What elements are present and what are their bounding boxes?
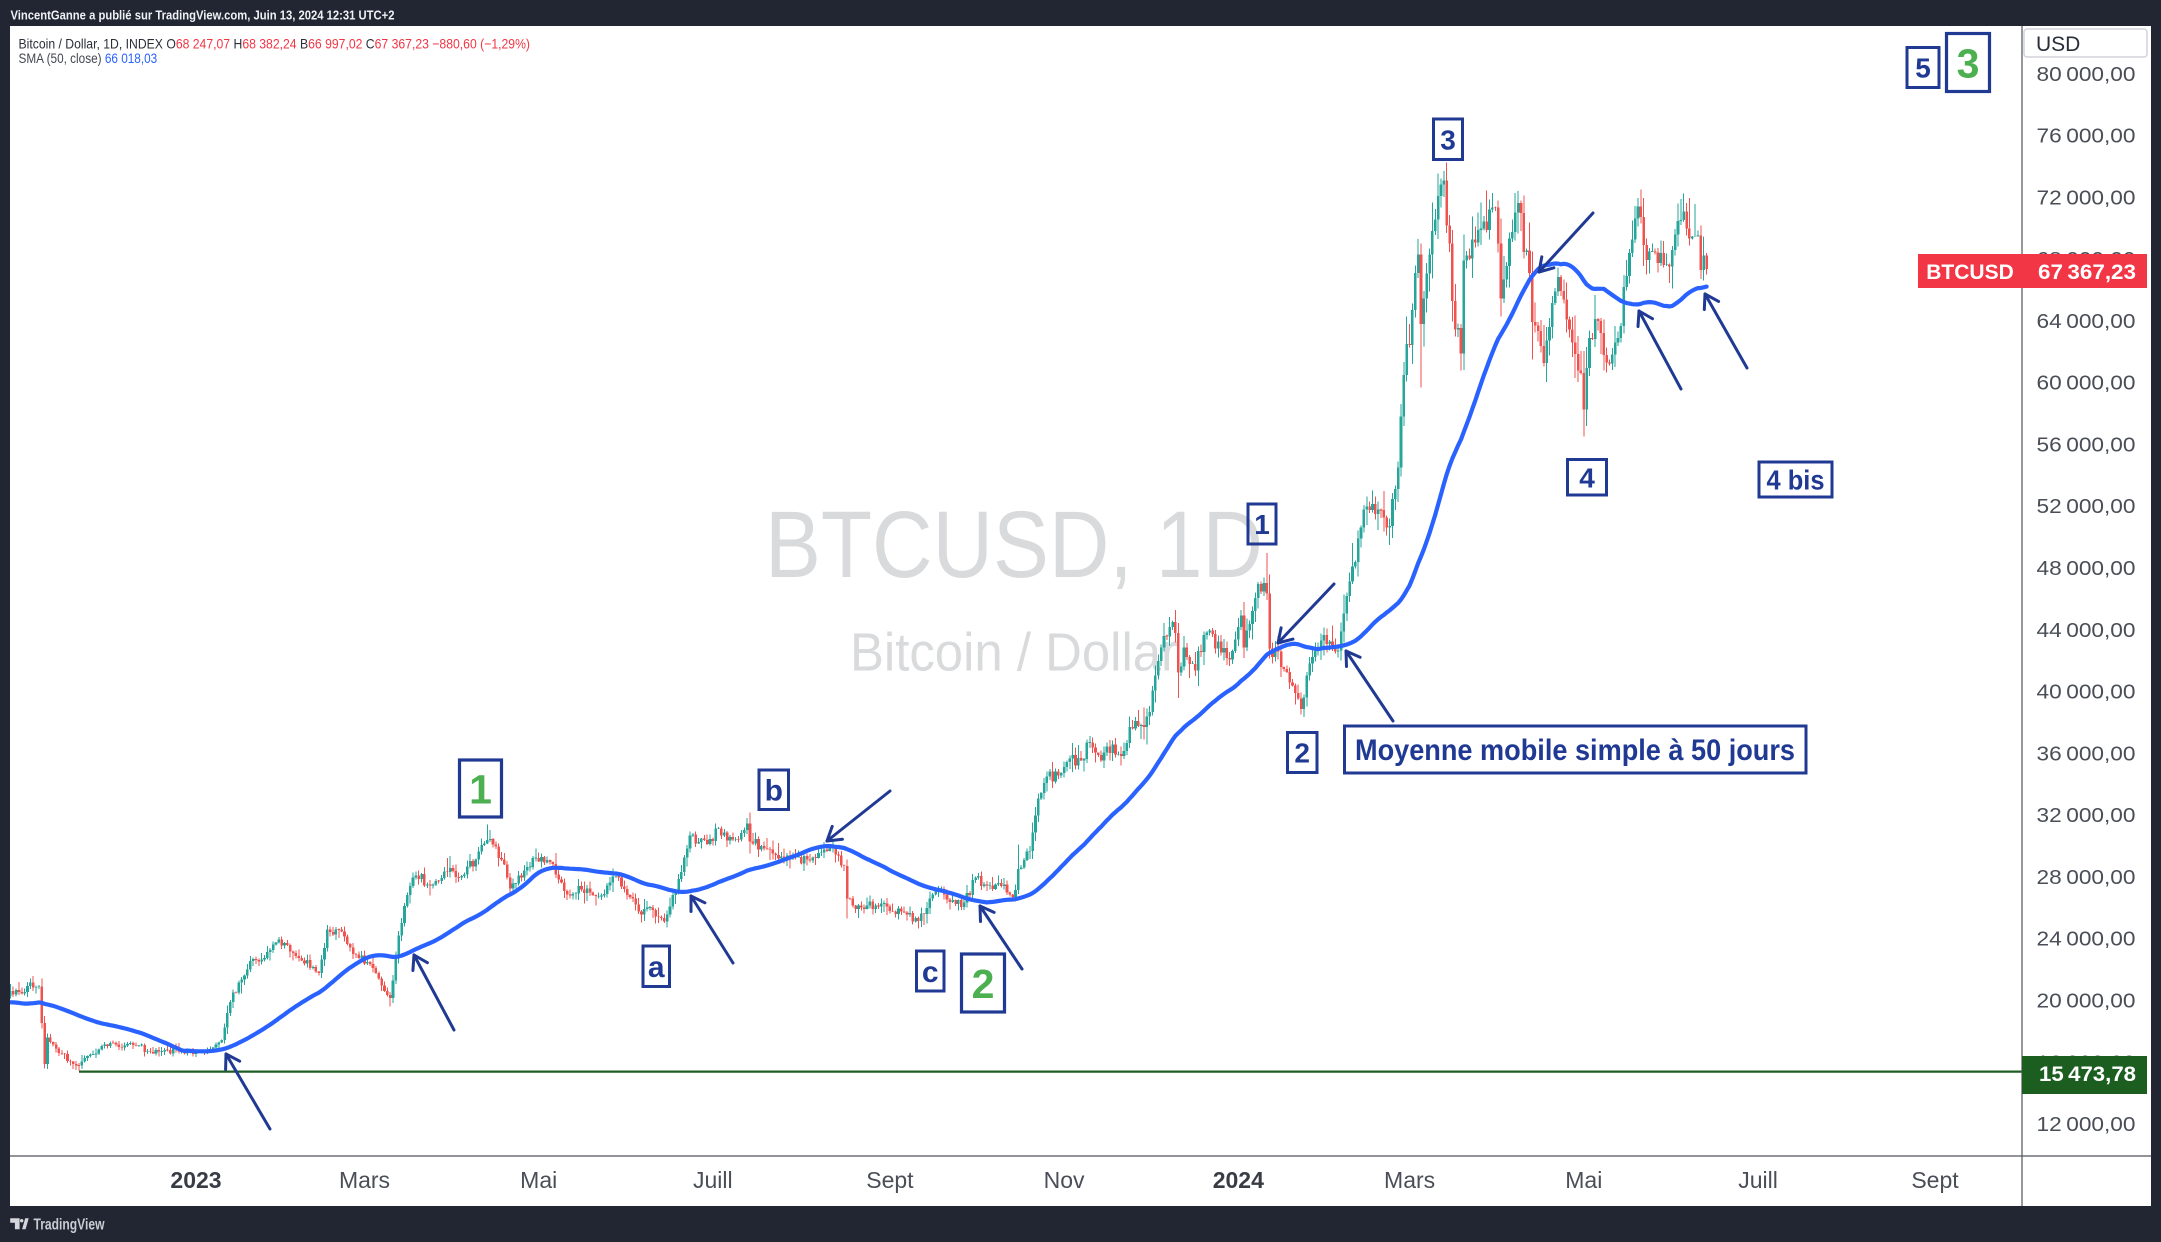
svg-text:SMA (50, close) 66 018,03: SMA (50, close) 66 018,03 bbox=[19, 50, 158, 66]
svg-text:48 000,00: 48 000,00 bbox=[2037, 557, 2136, 580]
svg-text:24 000,00: 24 000,00 bbox=[2037, 928, 2136, 951]
svg-text:15 473,78: 15 473,78 bbox=[2039, 1063, 2136, 1086]
svg-text:72 000,00: 72 000,00 bbox=[2037, 186, 2136, 209]
svg-text:b: b bbox=[765, 775, 783, 808]
svg-text:2: 2 bbox=[1294, 738, 1310, 769]
svg-text:2023: 2023 bbox=[170, 1167, 221, 1193]
svg-text:4: 4 bbox=[1579, 462, 1595, 493]
svg-text:4 bis: 4 bis bbox=[1767, 465, 1825, 496]
svg-text:2: 2 bbox=[972, 961, 995, 1007]
svg-text:Sept: Sept bbox=[866, 1167, 914, 1193]
svg-text:Moyenne mobile simple à 50 jou: Moyenne mobile simple à 50 jours bbox=[1355, 734, 1795, 767]
svg-text:USD: USD bbox=[2036, 33, 2080, 56]
svg-text:Sept: Sept bbox=[1911, 1167, 1959, 1193]
svg-text:36 000,00: 36 000,00 bbox=[2037, 742, 2136, 765]
svg-text:76 000,00: 76 000,00 bbox=[2037, 125, 2136, 148]
svg-text:20 000,00: 20 000,00 bbox=[2037, 990, 2136, 1013]
svg-text:64 000,00: 64 000,00 bbox=[2037, 310, 2136, 333]
svg-text:Mai: Mai bbox=[1565, 1167, 1602, 1193]
svg-text:44 000,00: 44 000,00 bbox=[2037, 619, 2136, 642]
svg-text:VincentGanne a publié sur Trad: VincentGanne a publié sur TradingView.co… bbox=[11, 8, 395, 23]
svg-text:Bitcoin / Dollar: Bitcoin / Dollar bbox=[850, 623, 1178, 683]
svg-text:32 000,00: 32 000,00 bbox=[2037, 804, 2136, 827]
svg-text:Mars: Mars bbox=[339, 1167, 390, 1193]
svg-text:1: 1 bbox=[1254, 509, 1270, 540]
svg-text:c: c bbox=[922, 956, 939, 989]
svg-text:TradingView: TradingView bbox=[34, 1217, 106, 1234]
svg-text:Juill: Juill bbox=[1738, 1167, 1778, 1193]
svg-text:BTCUSD, 1D: BTCUSD, 1D bbox=[765, 492, 1263, 598]
svg-text:2024: 2024 bbox=[1213, 1167, 1264, 1193]
svg-text:Bitcoin / Dollar, 1D, INDEX O: Bitcoin / Dollar, 1D, INDEX O68 247,07 H… bbox=[19, 35, 531, 51]
svg-text:Nov: Nov bbox=[1044, 1167, 1085, 1193]
svg-text:67 367,23: 67 367,23 bbox=[2038, 261, 2136, 284]
svg-text:3: 3 bbox=[1440, 124, 1456, 155]
svg-text:80 000,00: 80 000,00 bbox=[2037, 63, 2136, 86]
svg-text:Juill: Juill bbox=[693, 1167, 733, 1193]
svg-text:BTCUSD: BTCUSD bbox=[1926, 261, 2014, 284]
svg-text:3: 3 bbox=[1957, 40, 1980, 86]
svg-text:52 000,00: 52 000,00 bbox=[2037, 495, 2136, 518]
svg-text:28 000,00: 28 000,00 bbox=[2037, 866, 2136, 889]
svg-text:60 000,00: 60 000,00 bbox=[2037, 372, 2136, 395]
svg-text:12 000,00: 12 000,00 bbox=[2037, 1113, 2136, 1136]
svg-text:40 000,00: 40 000,00 bbox=[2037, 681, 2136, 704]
svg-text:Mai: Mai bbox=[520, 1167, 557, 1193]
svg-text:5: 5 bbox=[1915, 53, 1931, 84]
svg-text:1: 1 bbox=[469, 766, 492, 812]
svg-text:56 000,00: 56 000,00 bbox=[2037, 434, 2136, 457]
svg-text:a: a bbox=[648, 951, 665, 984]
svg-text:Mars: Mars bbox=[1384, 1167, 1435, 1193]
